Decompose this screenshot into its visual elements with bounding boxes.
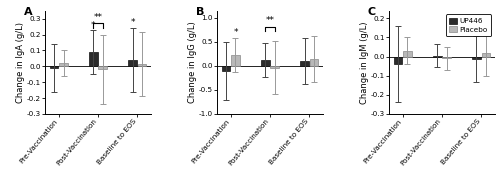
Bar — [482, 53, 490, 57]
Bar — [472, 57, 481, 59]
Text: *: * — [233, 28, 237, 37]
Bar — [89, 52, 98, 66]
Bar — [50, 66, 58, 68]
Bar — [394, 57, 402, 64]
Bar — [128, 60, 137, 66]
Bar — [442, 57, 451, 59]
Bar — [138, 64, 146, 66]
Bar — [270, 66, 279, 68]
Text: *: * — [130, 18, 135, 27]
Bar — [403, 51, 411, 57]
Bar — [300, 61, 309, 66]
Bar — [222, 66, 230, 71]
Legend: UP446, Placebo: UP446, Placebo — [446, 14, 492, 36]
Text: **: ** — [266, 17, 274, 25]
Y-axis label: Change in IgG (g/L): Change in IgG (g/L) — [188, 21, 198, 103]
Y-axis label: Change in IgA (g/L): Change in IgA (g/L) — [16, 22, 26, 103]
Text: B: B — [196, 7, 204, 17]
Bar — [59, 63, 68, 66]
Text: A: A — [24, 7, 32, 17]
Bar — [231, 55, 240, 66]
Text: C: C — [368, 7, 376, 17]
Text: *: * — [91, 21, 96, 30]
Bar — [98, 66, 107, 69]
Y-axis label: Change in IgM (g/L): Change in IgM (g/L) — [360, 21, 369, 104]
Text: **: ** — [94, 13, 102, 22]
Bar — [433, 56, 442, 57]
Bar — [261, 60, 270, 66]
Bar — [310, 59, 318, 66]
